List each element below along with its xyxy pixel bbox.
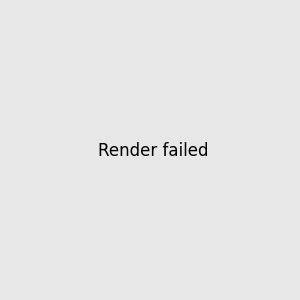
Text: Render failed: Render failed	[98, 142, 209, 160]
